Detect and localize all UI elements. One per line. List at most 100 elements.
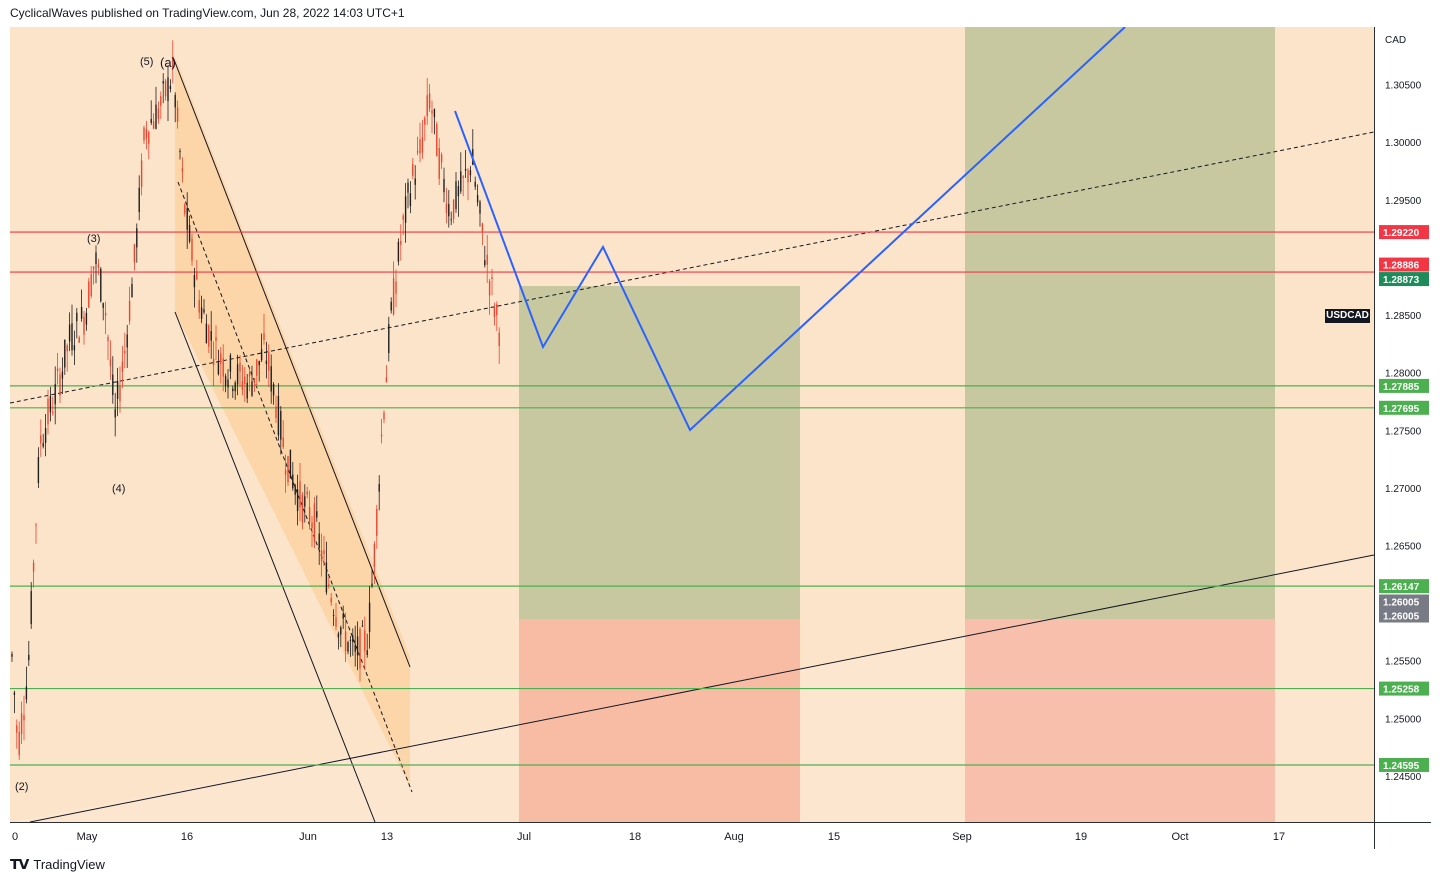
level-tag-bg (1379, 579, 1429, 594)
candle-body (304, 496, 306, 507)
candle-body (220, 353, 222, 364)
candle-body (404, 196, 407, 223)
candle-body (311, 522, 313, 528)
candle-body (498, 332, 500, 346)
candle-body (402, 215, 404, 220)
axis-corner (1374, 822, 1431, 849)
candle-body (181, 168, 184, 172)
chart-canvas[interactable]: (5) (a) (3) (4) (2) (10, 27, 1374, 822)
candle-body (160, 96, 162, 106)
time-tick: 0 (12, 831, 18, 843)
stop-zone-2 (965, 619, 1275, 822)
price-tick: 1.26500 (1385, 541, 1422, 552)
candle-body (88, 281, 90, 308)
candle-body (366, 650, 368, 655)
candle-body (474, 181, 476, 187)
candle-body (313, 503, 316, 542)
candle-body (340, 627, 342, 635)
tradingview-logo-icon: 𝗧𝗩 (10, 856, 29, 872)
candle-body (169, 85, 172, 90)
level-tag: 1.26005 (1383, 598, 1420, 609)
candle-body (268, 352, 270, 371)
candle-body (229, 355, 232, 372)
candle-body (450, 219, 452, 221)
candle-body (157, 108, 160, 120)
candle-body (265, 360, 268, 365)
candle-body (484, 260, 486, 266)
candle-body (95, 252, 97, 265)
level-tag: 1.24595 (1383, 761, 1420, 772)
candle-body (85, 312, 88, 325)
candle-body (491, 276, 493, 279)
candle-body (364, 630, 366, 651)
candle-body (78, 337, 80, 343)
candle-body (373, 543, 376, 568)
candle-body (445, 203, 448, 214)
time-tick: 19 (1075, 831, 1087, 843)
candle-body (232, 388, 234, 392)
price-axis[interactable]: CAD 1.30500 1.30000 1.29500 1.28500 1.28000 1… (1374, 27, 1431, 822)
candle-body (239, 362, 241, 372)
time-tick: Aug (724, 831, 744, 843)
candle-body (407, 182, 409, 193)
level-tag: 1.28886 (1383, 261, 1420, 272)
candle-body (282, 437, 284, 448)
candle-body (349, 639, 352, 641)
candle-body (210, 331, 212, 341)
candle-body (280, 411, 282, 440)
candle-body (344, 631, 347, 652)
time-axis[interactable]: 0 May 16 Jun 13 Jul 18 Aug 15 Sep 19 Oct 17 (10, 822, 1374, 849)
candle-body (292, 474, 294, 489)
candle-body (476, 195, 479, 203)
candle-body (287, 456, 289, 483)
candle-body (308, 507, 311, 523)
candle-body (428, 93, 431, 109)
candle-body (167, 77, 169, 102)
time-tick: 18 (629, 831, 641, 843)
candle-body (421, 137, 424, 153)
currency-label: CAD (1385, 35, 1406, 46)
candle-body (90, 274, 92, 297)
candle-body (316, 511, 318, 518)
price-chart[interactable]: (5) (a) (3) (4) (2) (10, 27, 1374, 822)
candle-body (256, 359, 258, 376)
candle-body (496, 304, 498, 316)
price-tick: 1.25500 (1385, 657, 1422, 668)
level-tag-bg (1379, 225, 1429, 240)
level-tag-bg (1379, 757, 1429, 772)
candle-body (44, 428, 47, 443)
footer: 𝗧𝗩 TradingView (10, 856, 105, 873)
price-tick: 1.28500 (1385, 311, 1422, 322)
candle-body (155, 104, 157, 129)
brand-text: TradingView (33, 857, 105, 872)
candle-body (440, 154, 443, 163)
level-tag-bg (1379, 257, 1429, 272)
candle-body (332, 614, 335, 616)
price-tick: 1.25000 (1385, 714, 1422, 725)
candle-body (66, 345, 68, 352)
candle-body (352, 635, 354, 643)
candle-body (328, 584, 330, 586)
candle-body (390, 301, 392, 311)
candle-body (56, 368, 59, 372)
time-tick: Sep (952, 831, 972, 843)
candle-body (64, 339, 66, 368)
candle-body (198, 300, 200, 313)
candle-body (104, 312, 107, 316)
candle-body (217, 362, 220, 375)
candle-body (397, 241, 400, 262)
candle-body (136, 228, 138, 248)
candle-body (208, 325, 210, 347)
candle-body (455, 181, 457, 210)
candle-body (301, 494, 304, 523)
time-tick: 17 (1273, 831, 1285, 843)
candle-body (277, 395, 280, 436)
price-tick: 1.30000 (1385, 138, 1422, 149)
candle-body (416, 151, 419, 153)
candle-body (126, 334, 128, 348)
candle-body (246, 382, 248, 399)
candle-body (486, 254, 488, 265)
candle-body (131, 283, 133, 298)
level-tag: 1.27885 (1383, 382, 1420, 393)
candle-body (97, 264, 100, 268)
